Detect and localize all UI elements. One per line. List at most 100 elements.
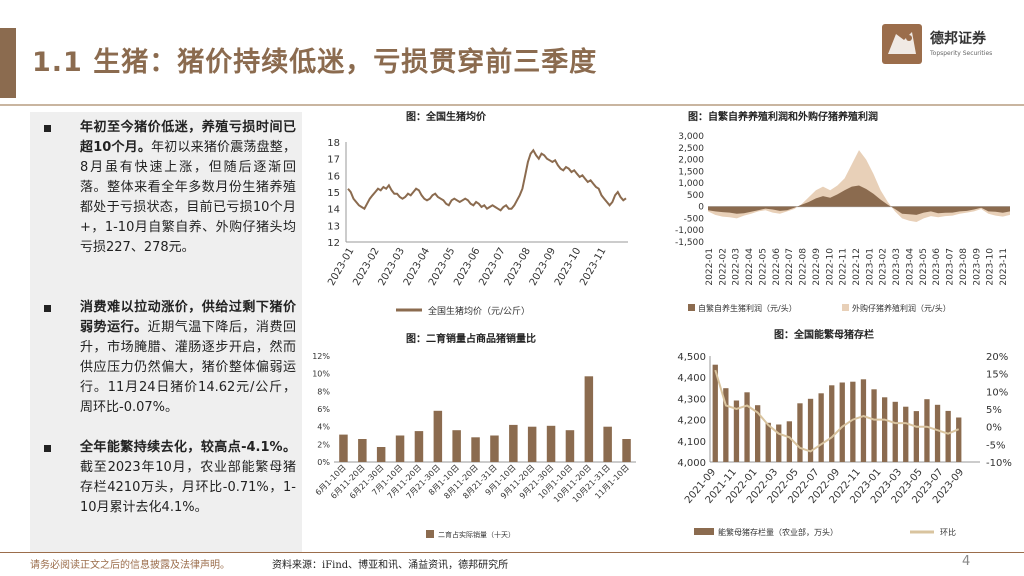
legend-swatch bbox=[694, 528, 714, 535]
series-line-mom bbox=[714, 369, 960, 453]
bar bbox=[452, 430, 461, 462]
chart-secondary-fattening: 图：二育销量占商品猪销量比 12% 10% 8% 6% 4% 2% 0% 6月1-10日 6月1… bbox=[306, 326, 660, 548]
bullet-heading: 消费难以拉动涨价，供给过剩下猪价弱势运行。 bbox=[80, 300, 296, 335]
x-tick-label: 2022-08 bbox=[799, 248, 809, 286]
y2-tick-label: 15% bbox=[986, 370, 1008, 381]
y-tick-label: 4,300 bbox=[677, 394, 706, 405]
x-tick-label: 2022-02 bbox=[718, 248, 728, 286]
y-tick-label: 17 bbox=[327, 155, 340, 166]
x-tick-label: 2022-06 bbox=[772, 248, 782, 286]
bar bbox=[807, 398, 814, 462]
bullet-text: 近期气温下降后，消费回升，市场腌腊、灌肠逐步开启，然而供应压力仍然偏大，猪价整体… bbox=[80, 320, 296, 415]
bar bbox=[786, 421, 792, 462]
legend-label: 二育占实际销量（十天） bbox=[438, 530, 515, 539]
bullet-square-icon bbox=[44, 125, 51, 132]
bar bbox=[956, 417, 962, 462]
legend-swatch bbox=[842, 304, 849, 311]
x-tick-label: 2023-09 bbox=[972, 248, 982, 286]
bar bbox=[712, 364, 718, 462]
y-tick-label: 8% bbox=[317, 387, 330, 396]
x-tick-label: 2023-11 bbox=[999, 248, 1009, 286]
bar bbox=[622, 439, 631, 462]
y-tick-label: 4,100 bbox=[677, 437, 706, 448]
bar bbox=[839, 382, 845, 462]
x-tick-label: 2022-04 bbox=[745, 248, 755, 286]
legend-label: 全国生猪均价（元/公斤） bbox=[428, 305, 530, 317]
bullet-square-icon bbox=[44, 445, 51, 452]
summary-panel: 年初至今猪价低迷，养殖亏损时间已超10个月。年初以来猪价震荡盘整，8月虽有快速上… bbox=[30, 112, 302, 552]
bar bbox=[882, 397, 888, 462]
bar bbox=[339, 434, 348, 462]
y-tick-label: -1,500 bbox=[675, 238, 704, 248]
legend-label: 外购仔猪养殖利润（元/头） bbox=[852, 303, 951, 313]
bar bbox=[395, 435, 405, 462]
y-tick-label: 1,000 bbox=[678, 179, 704, 189]
bar bbox=[892, 401, 898, 462]
bar bbox=[829, 385, 835, 462]
footer-divider bbox=[0, 552, 1024, 553]
y-tick-label: 1,500 bbox=[678, 167, 704, 177]
y-tick-label: 0% bbox=[317, 458, 330, 467]
company-logo: 德邦证券 Topsperity Securities bbox=[882, 24, 1012, 68]
y-tick-label: 0 bbox=[698, 203, 704, 213]
legend-label: 环比 bbox=[940, 527, 956, 537]
bar bbox=[603, 426, 612, 462]
bullet-text: 年初以来猪价震荡盘整，8月虽有快速上涨，但随后逐渐回落。整体来看全年多数月份生猪… bbox=[80, 140, 296, 255]
title-accent-bar bbox=[0, 28, 16, 98]
x-tick-label: 2023-01 bbox=[865, 248, 875, 286]
x-tick-label: 2023-05 bbox=[919, 248, 929, 286]
y-tick-label: 18 bbox=[327, 138, 340, 149]
chart-pig-price: 图：全国生猪均价 18 17 16 15 14 13 12 2023-01 2023-02 202… bbox=[306, 104, 660, 326]
bar bbox=[818, 393, 824, 462]
bar bbox=[490, 435, 499, 462]
x-tick-label: 2023-08 bbox=[959, 248, 969, 286]
y2-tick-label: -10% bbox=[986, 458, 1012, 469]
logo-subtitle: Topsperity Securities bbox=[930, 50, 993, 57]
x-tick-label: 2023-10 bbox=[986, 248, 996, 286]
y-tick-label: 12 bbox=[327, 238, 340, 249]
chart-sow-inventory: 图：全国能繁母猪存栏 4,500 4,400 4,300 4,200 4,100 4,00… bbox=[664, 326, 1020, 548]
y2-tick-label: 10% bbox=[986, 387, 1008, 398]
footer-source: 资料来源：iFind、博亚和讯、涌益资讯，德邦研究所 bbox=[272, 560, 509, 571]
footer-disclaimer-link[interactable]: 请务必阅读正文之后的信息披露及法律声明。 bbox=[30, 560, 230, 571]
bullet-item: 全年能繁持续去化，较高点-4.1%。截至2023年10月，农业部能繁母猪存栏42… bbox=[44, 438, 296, 518]
bar bbox=[860, 379, 867, 462]
y-tick-label: -500 bbox=[684, 214, 705, 224]
bullet-heading: 年初至今猪价低迷，养殖亏损时间已超10个月。 bbox=[80, 120, 296, 155]
bar bbox=[903, 406, 909, 462]
bar bbox=[934, 404, 941, 462]
bar bbox=[755, 405, 761, 462]
bar bbox=[376, 447, 386, 462]
bar bbox=[765, 422, 771, 462]
logo-icon bbox=[882, 24, 922, 64]
x-tick-label: 2022-07 bbox=[785, 248, 795, 286]
x-tick-label: 2022-01 bbox=[705, 248, 715, 286]
y-tick-label: 15 bbox=[327, 188, 340, 199]
y-tick-label: 13 bbox=[327, 221, 340, 232]
bar bbox=[584, 376, 594, 462]
y-tick-label: 2,500 bbox=[678, 144, 704, 154]
y2-tick-label: -5% bbox=[986, 440, 1005, 451]
bar bbox=[546, 425, 556, 462]
y-tick-label: 2,000 bbox=[678, 156, 704, 166]
bar bbox=[414, 431, 424, 462]
bar bbox=[527, 426, 537, 462]
y-tick-label: 10% bbox=[312, 370, 330, 379]
bar bbox=[433, 410, 443, 462]
bar bbox=[945, 410, 951, 462]
chart-title: 图：二育销量占商品猪销量比 bbox=[406, 334, 536, 345]
y-tick-label: 4,000 bbox=[677, 458, 706, 469]
y-tick-label: 4% bbox=[317, 423, 330, 432]
x-tick-label: 2023-03 bbox=[892, 248, 902, 286]
x-tick-label: 2023-06 bbox=[932, 248, 942, 286]
bar bbox=[733, 400, 740, 462]
bullet-square-icon bbox=[44, 305, 51, 312]
y2-tick-label: 5% bbox=[986, 405, 1002, 416]
legend-swatch bbox=[426, 530, 434, 538]
y-tick-label: 4,400 bbox=[677, 373, 706, 384]
bullet-heading: 全年能繁持续去化，较高点-4.1%。 bbox=[80, 440, 296, 455]
x-tick-label: 2022-12 bbox=[852, 248, 862, 286]
y-tick-label: 14 bbox=[327, 205, 340, 216]
bar bbox=[776, 424, 782, 462]
